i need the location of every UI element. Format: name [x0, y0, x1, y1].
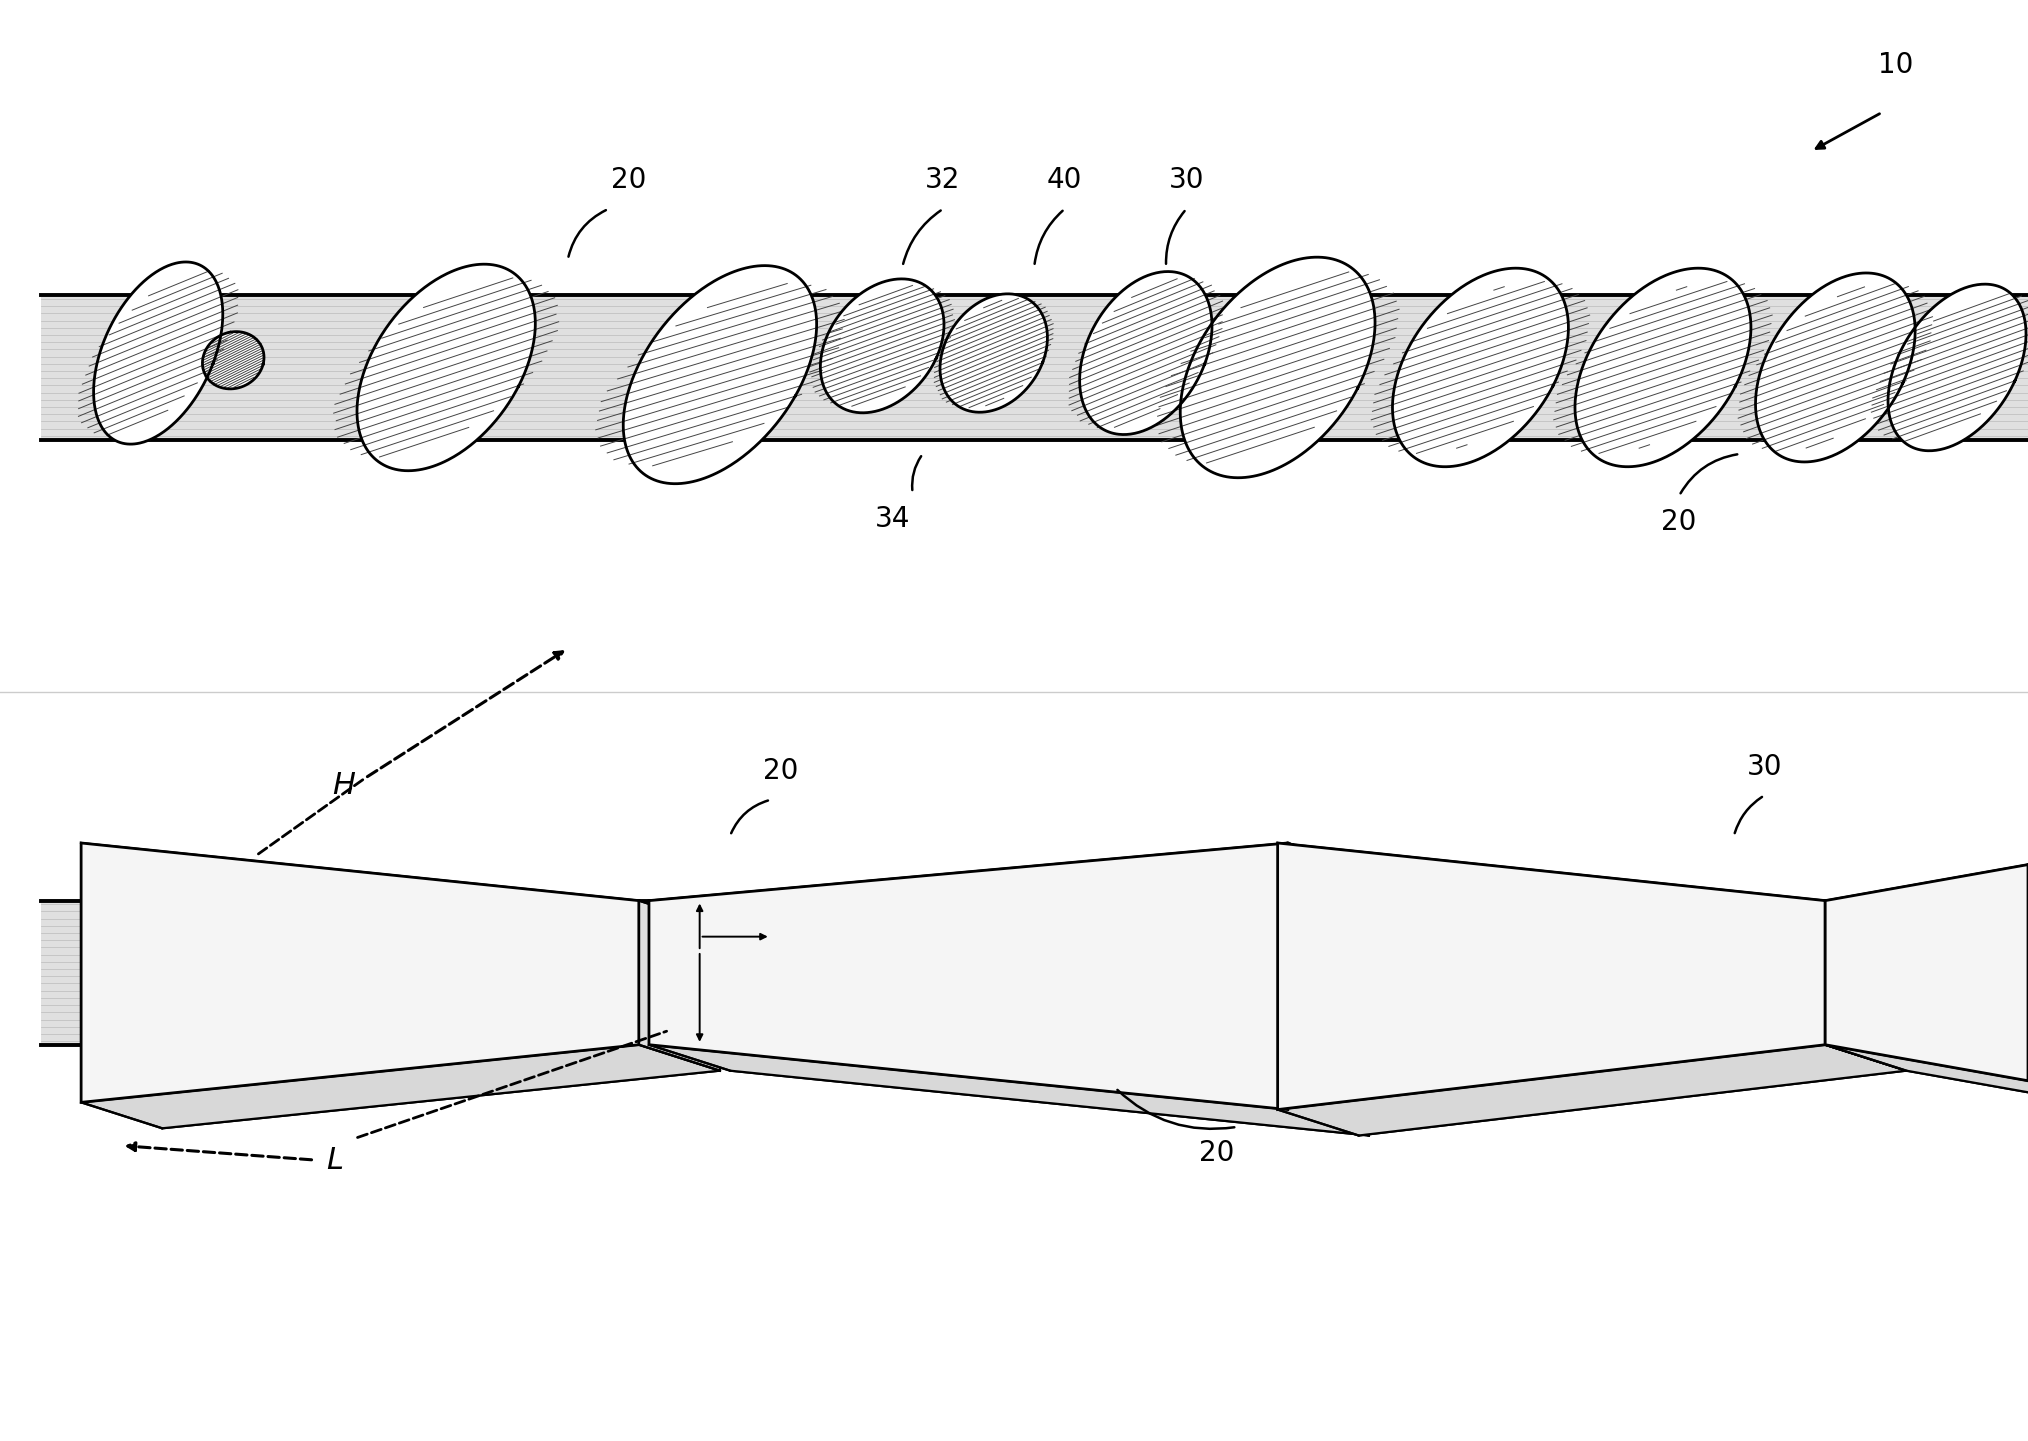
Polygon shape: [1825, 1045, 2028, 1107]
Polygon shape: [649, 843, 1369, 927]
Polygon shape: [1825, 901, 1906, 1071]
Polygon shape: [1278, 843, 1906, 927]
Polygon shape: [1393, 268, 1568, 467]
Bar: [41, 901, 2028, 1045]
Polygon shape: [1180, 256, 1375, 478]
Polygon shape: [357, 264, 535, 471]
Text: 20: 20: [763, 757, 799, 785]
Polygon shape: [941, 294, 1046, 412]
Polygon shape: [1888, 284, 2026, 451]
Polygon shape: [649, 843, 1288, 1110]
Text: 34: 34: [874, 504, 911, 533]
Text: 10: 10: [1878, 50, 1914, 79]
Text: 30: 30: [1746, 752, 1783, 781]
Text: 20: 20: [1199, 1138, 1235, 1167]
Polygon shape: [623, 265, 817, 484]
Polygon shape: [639, 901, 720, 1071]
Polygon shape: [821, 280, 943, 412]
Polygon shape: [1825, 865, 2028, 927]
Polygon shape: [1756, 272, 1914, 463]
Polygon shape: [1079, 271, 1213, 435]
Text: 30: 30: [1168, 166, 1205, 195]
Polygon shape: [1278, 843, 1825, 1110]
Text: 20: 20: [610, 166, 647, 195]
Text: 20: 20: [1661, 507, 1697, 536]
Text: L: L: [327, 1146, 343, 1174]
Polygon shape: [1825, 865, 2028, 1081]
Polygon shape: [81, 1045, 720, 1128]
Polygon shape: [81, 843, 720, 927]
Polygon shape: [1576, 268, 1750, 467]
Polygon shape: [203, 331, 264, 389]
Polygon shape: [81, 843, 639, 1102]
Text: 40: 40: [1046, 166, 1083, 195]
Polygon shape: [1288, 843, 1369, 1136]
Polygon shape: [1278, 1045, 1906, 1136]
Bar: [41, 295, 2028, 440]
Text: H: H: [333, 771, 355, 800]
Polygon shape: [649, 1045, 1369, 1136]
Polygon shape: [93, 262, 223, 444]
Text: 32: 32: [925, 166, 961, 195]
